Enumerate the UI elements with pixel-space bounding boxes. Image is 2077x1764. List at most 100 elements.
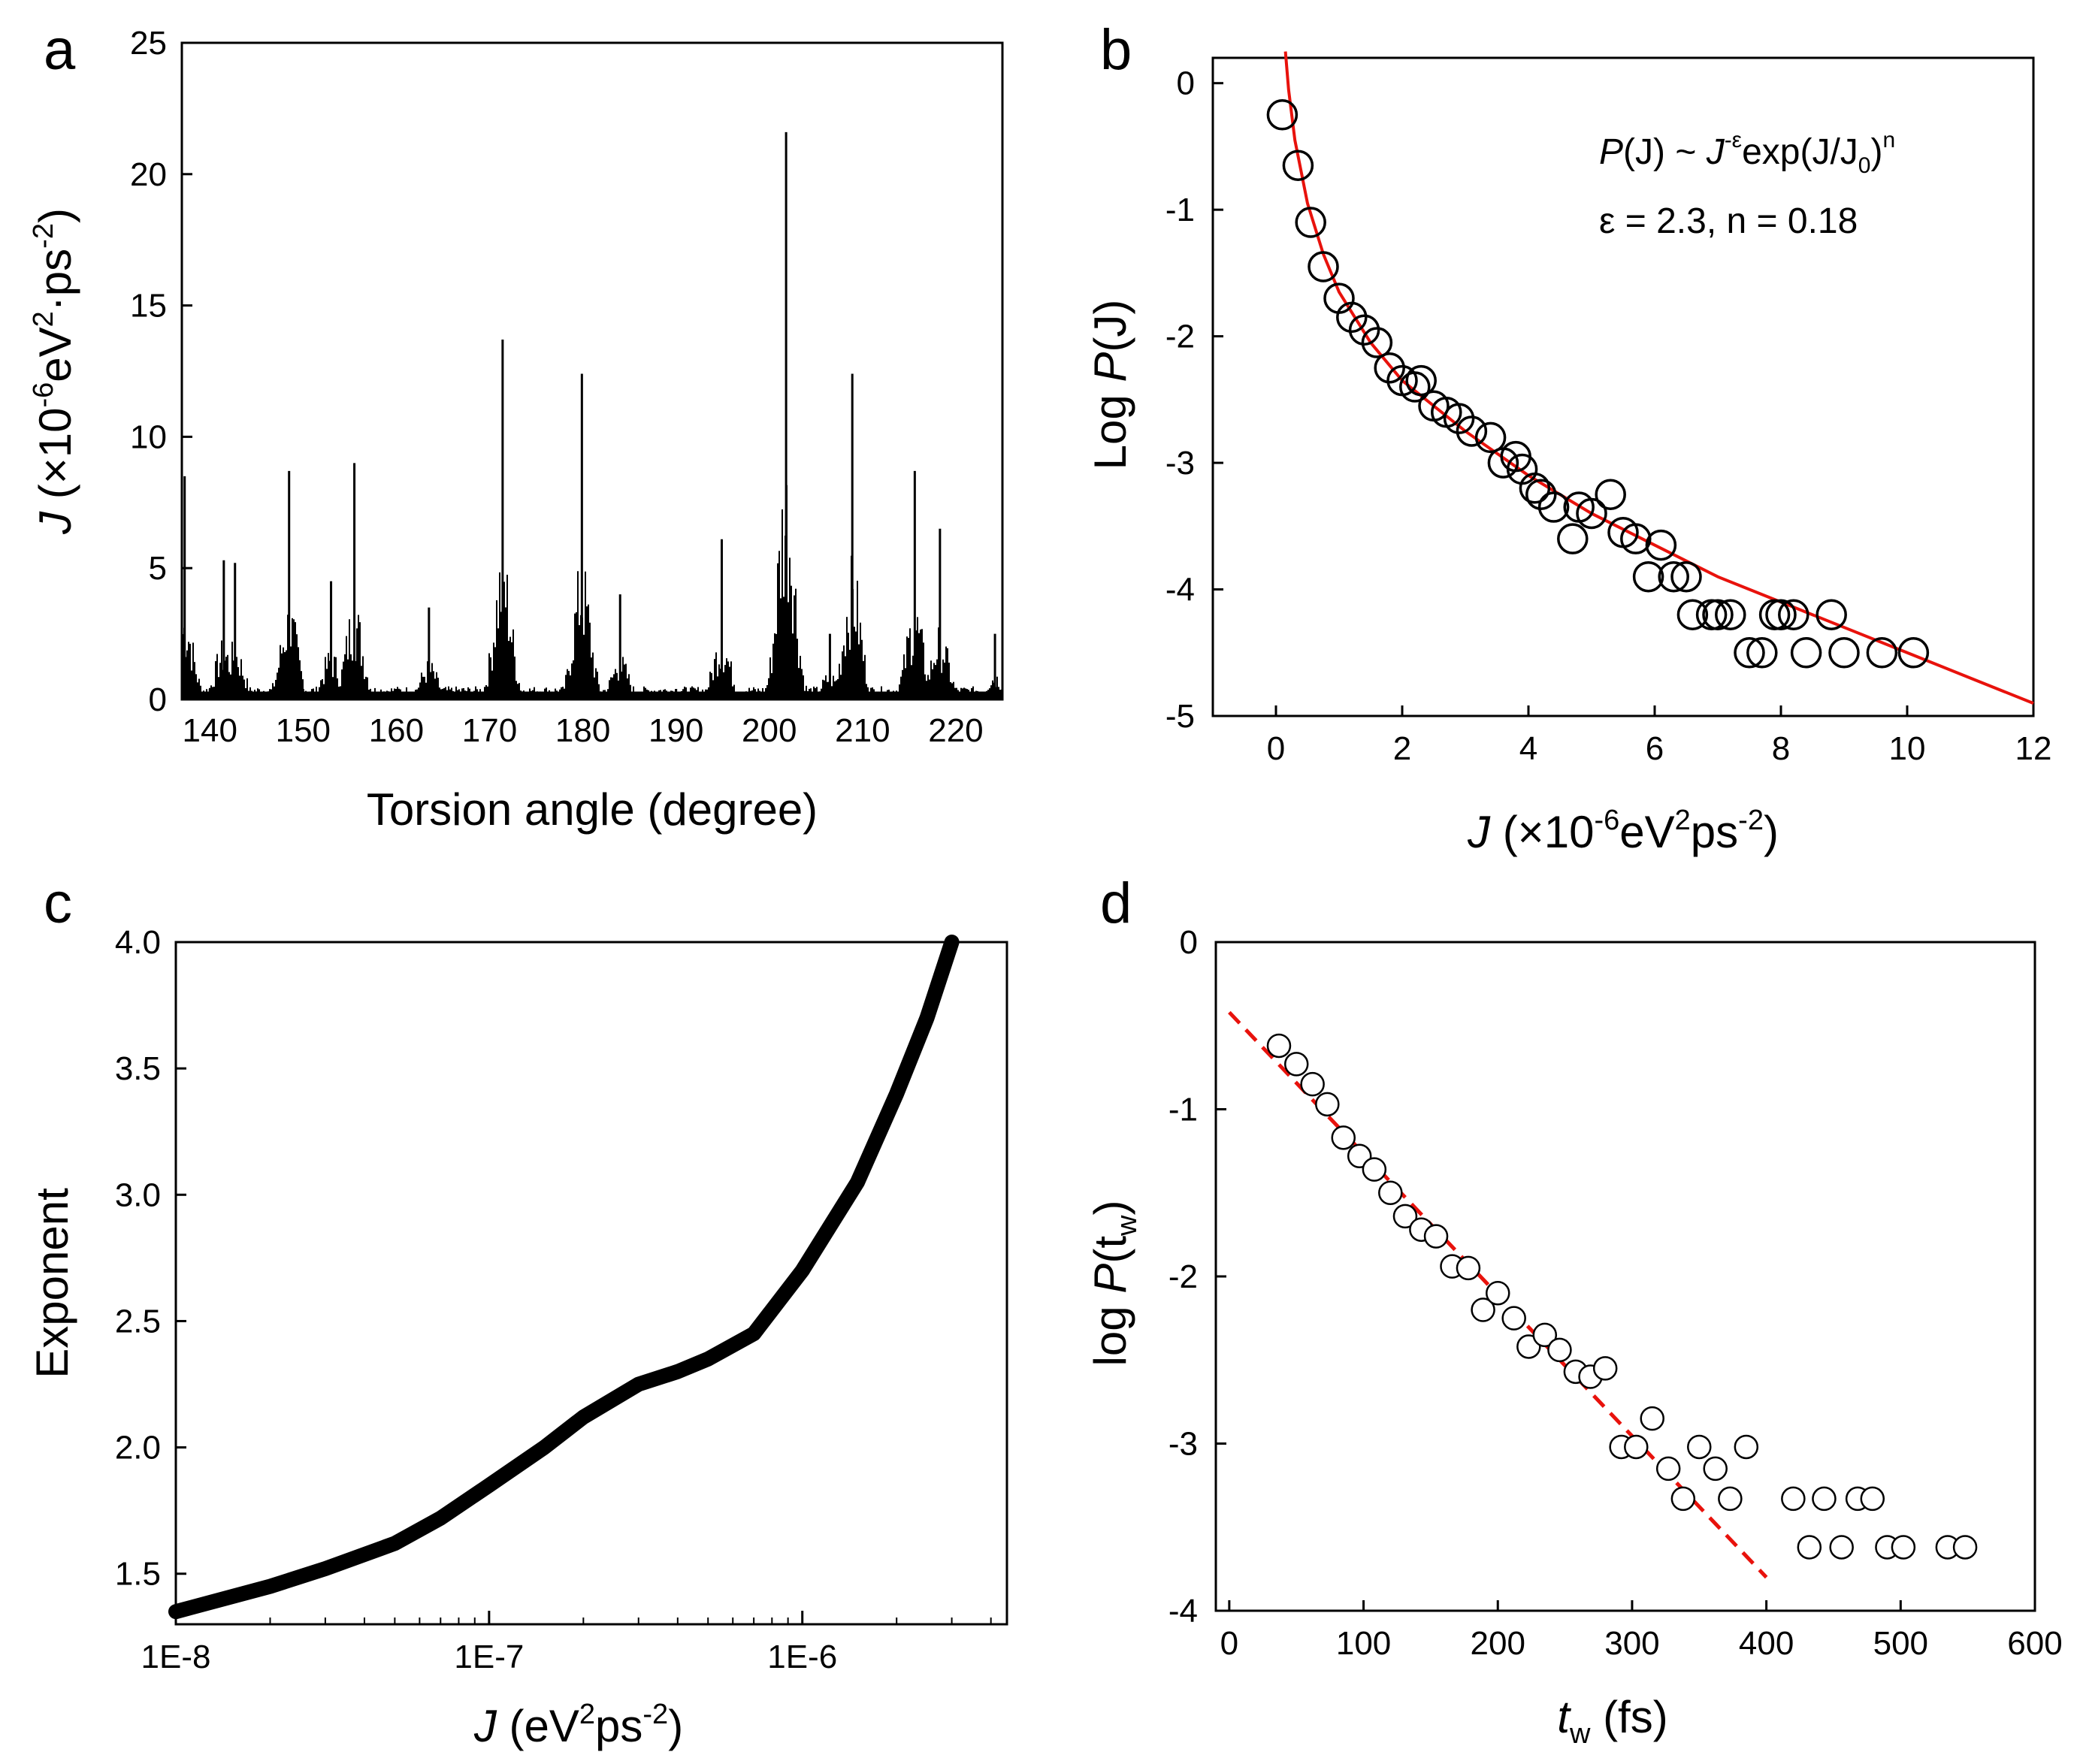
panel-b-ytick-label: -1 [1165, 192, 1195, 228]
panel-d-ytick-label: -1 [1169, 1092, 1198, 1128]
panel-d-data-point [1718, 1486, 1743, 1512]
panel-b-data-point [1405, 364, 1437, 397]
panel-b-data-point [1778, 599, 1809, 630]
panel-a-letter: a [44, 18, 76, 82]
panel-b-fit-equation: P(J) ~ J-εexp(J/J0)n [1599, 128, 1895, 178]
panel-b-data-point [1525, 479, 1557, 510]
panel-a-ytick-label: 20 [130, 156, 167, 193]
panel-d-xtick-label: 400 [1739, 1625, 1794, 1662]
panel-b-data-point [1645, 529, 1677, 561]
panel-a-bars [182, 131, 1002, 699]
panel-a-xtick-label: 220 [928, 712, 983, 749]
panel-d-data-point [1471, 1297, 1495, 1322]
panel-d-ytick-label: -3 [1169, 1426, 1198, 1463]
panel-b-data-point [1828, 637, 1860, 669]
panel-d-frame [1214, 941, 2036, 1612]
panel-d-plot [1228, 1010, 1978, 1579]
panel-b-data-point [1897, 637, 1930, 669]
panel-d-data-point [1734, 1434, 1759, 1460]
panel-b-ytick-label: -4 [1165, 572, 1195, 609]
panel-c-ytick-label: 2.0 [115, 1430, 161, 1466]
panel-c-letter: c [44, 871, 72, 935]
panel-b-data-point [1758, 599, 1791, 630]
panel-d-xtick-label: 300 [1604, 1625, 1659, 1662]
panel-b-data-point [1790, 637, 1822, 669]
panel-d-data-point [1485, 1281, 1510, 1306]
panel-a-ytick-label: 10 [130, 418, 167, 455]
panel-d-data-point [1860, 1486, 1885, 1512]
panel-b-data-point [1443, 403, 1475, 434]
panel-b-fit-params: ε = 2.3, n = 0.18 [1599, 201, 1858, 241]
panel-b-data-point [1474, 421, 1507, 454]
panel-b-data-point [1746, 637, 1778, 669]
panel-a-xtick-label: 200 [742, 712, 797, 749]
panel-d-data-point [1829, 1535, 1854, 1560]
panel-a-xtick-label: 140 [183, 712, 237, 749]
panel-c-plot [168, 935, 960, 1620]
panel-b-data-point [1537, 491, 1570, 523]
panel-a: a 140 150 160 170 180 190 200 210 2200510152025 … [28, 18, 1004, 835]
panel-b-data-point [1702, 599, 1734, 630]
panel-b-data-point [1676, 599, 1709, 630]
panel-c-ticks: 1E-8 1E-7 1E-6 1.5 2.0 2.5 3.0 3.5 4.0 [115, 924, 992, 1675]
panel-a-xlabel: Torsion angle (degree) [367, 784, 818, 835]
panel-a-xtick-label: 170 [462, 712, 517, 749]
panel-b-data-point [1348, 314, 1380, 346]
panel-c-ytick-label: 3.5 [115, 1050, 161, 1087]
panel-b-ytick-label: 0 [1177, 65, 1195, 102]
panel-c-ytick-label: 4.0 [115, 924, 161, 961]
panel-d-data-point [1283, 1052, 1309, 1077]
panel-b-data-point [1374, 352, 1405, 384]
panel-d-data-point [1300, 1071, 1325, 1097]
panel-d-ytick-label: -2 [1169, 1258, 1198, 1295]
panel-d-xtick-label: 100 [1336, 1625, 1391, 1662]
panel-b-ticks: 0 2 4 6 8 10 12 0 -1 -2 -3 -4 -5 [1165, 65, 2052, 767]
panel-a-xtick-label: 160 [369, 712, 424, 749]
panel-d-xtick-label: 500 [1873, 1625, 1928, 1662]
panel-d-data-point [1392, 1204, 1418, 1229]
panel-b-data-point [1715, 599, 1746, 630]
panel-b-xtick-label: 6 [1646, 730, 1664, 767]
panel-d-xtick-label: 0 [1220, 1625, 1238, 1662]
panel-a-ylabel: J (×10-6eV2·ps-2) [28, 208, 80, 535]
panel-c-ylabel: Exponent [27, 1188, 77, 1379]
panel-d-xlabel: tw (fs) [1557, 1692, 1667, 1750]
panel-b-data-point [1632, 560, 1664, 593]
panel-d-data-point [1315, 1092, 1340, 1117]
panel-c-frame [174, 941, 1008, 1626]
panel-d-data-point [1378, 1180, 1403, 1205]
panel-b-plot [1266, 51, 2034, 705]
panel-b-ytick-label: -2 [1165, 319, 1195, 355]
panel-b-frame [1211, 56, 2035, 717]
panel-a-ytick-label: 15 [130, 288, 167, 325]
panel-d-data-point [1362, 1157, 1387, 1182]
panel-c-ytick-label: 3.0 [115, 1177, 161, 1213]
panel-b-data-point [1282, 150, 1314, 181]
panel-a-ytick-label: 5 [149, 550, 167, 587]
panel-c-ytick-label: 2.5 [115, 1303, 161, 1340]
panel-b-xtick-label: 12 [2015, 730, 2052, 767]
panel-d-data-point [1812, 1486, 1837, 1512]
panel-b-data-point [1734, 637, 1765, 669]
panel-b-data-point [1266, 99, 1299, 131]
panel-a-ytick-label: 25 [130, 25, 167, 62]
panel-b-data-point [1456, 415, 1488, 447]
panel-b-data-point [1576, 497, 1607, 530]
panel-b-xlabel: J (×10-6eV2ps-2) [1467, 805, 1779, 857]
panel-d-ticks: 0 100 200 300 400 500 600 0 -1 -2 -3 -4 [1169, 924, 2063, 1662]
panel-d-letter: d [1100, 871, 1132, 935]
panel-d-xtick-label: 200 [1471, 1625, 1525, 1662]
panel-c-xlabel: J (eV2ps-2) [473, 1699, 683, 1751]
panel-d-data-point [1624, 1434, 1649, 1460]
panel-d-data-point [1891, 1535, 1916, 1560]
panel-c-xtick-label: 1E-6 [767, 1639, 837, 1675]
panel-a-frame [180, 41, 1004, 701]
panel-b-data-point [1361, 327, 1393, 358]
panel-a-xtick-label: 210 [835, 712, 890, 749]
panel-d-data-point [1670, 1486, 1696, 1512]
panel-a-xtick-label: 180 [555, 712, 610, 749]
panel-d-data-point [1655, 1456, 1681, 1482]
panel-a-ytick-label: 0 [149, 681, 167, 718]
panel-b-data-point [1620, 523, 1652, 554]
